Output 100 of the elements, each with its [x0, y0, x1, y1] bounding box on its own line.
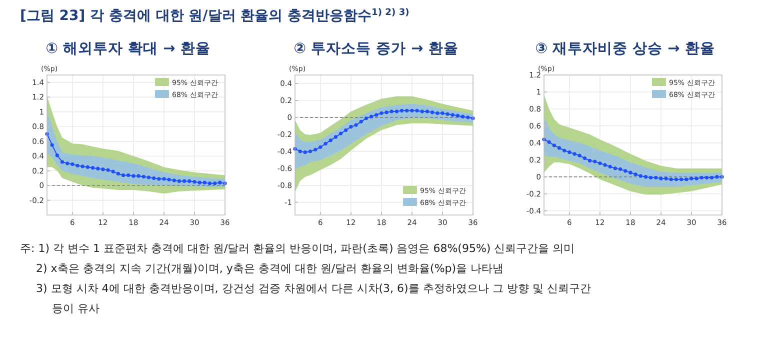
point — [634, 172, 638, 176]
point — [314, 148, 318, 152]
point — [364, 116, 368, 120]
point — [106, 168, 110, 172]
point — [603, 163, 607, 167]
point — [664, 176, 668, 180]
point — [208, 182, 212, 186]
point — [167, 178, 171, 182]
point — [562, 148, 566, 152]
point — [690, 176, 694, 180]
point — [374, 113, 378, 117]
text: 주: 1) 각 변수 1 표준편차 충격에 대한 원/달러 환율의 반응이며, 파란(초록) 음영은 68%(95%) 신뢰구간을 의미 — [20, 242, 575, 255]
point — [572, 152, 576, 156]
point — [700, 176, 704, 180]
point — [450, 113, 454, 117]
point — [86, 165, 90, 169]
point — [394, 110, 399, 114]
point — [613, 166, 617, 170]
point — [456, 114, 460, 118]
point — [618, 167, 622, 171]
point — [624, 169, 628, 173]
point — [70, 162, 74, 166]
point — [704, 176, 709, 180]
point — [218, 180, 222, 184]
point — [649, 176, 653, 180]
point — [557, 146, 562, 150]
point — [628, 170, 632, 174]
point — [436, 111, 440, 115]
chart-title: ③ 재투자비중 상승 → 환율 — [535, 41, 715, 57]
point — [380, 111, 384, 115]
point — [116, 172, 120, 176]
point — [132, 174, 136, 178]
point — [425, 110, 430, 114]
point — [654, 176, 658, 180]
point — [111, 170, 115, 174]
point — [390, 110, 394, 114]
point — [101, 168, 105, 172]
point — [146, 176, 151, 180]
point — [598, 161, 602, 166]
point — [60, 160, 64, 164]
point — [324, 142, 328, 146]
point — [674, 178, 678, 182]
point — [328, 138, 332, 142]
point — [177, 179, 182, 183]
point — [568, 150, 572, 154]
point — [578, 154, 582, 158]
point — [440, 111, 444, 115]
point — [334, 135, 338, 139]
point — [80, 164, 84, 168]
point — [162, 177, 166, 181]
point — [593, 160, 597, 164]
text: [그림 23] 각 충격에 대한 원/달러 환율의 충격반응함수$^{1) 2) 3)}$ — [20, 8, 410, 24]
point — [715, 175, 719, 179]
point — [669, 178, 673, 182]
point — [461, 114, 465, 118]
point — [338, 132, 343, 136]
point — [126, 173, 130, 178]
point — [172, 178, 176, 182]
point — [76, 164, 80, 168]
point — [192, 180, 196, 184]
point — [157, 177, 161, 181]
point — [430, 110, 434, 114]
point — [182, 179, 186, 183]
point — [608, 164, 612, 168]
point — [552, 144, 556, 148]
point — [96, 166, 100, 170]
point — [66, 162, 70, 166]
point — [588, 158, 592, 162]
point — [684, 178, 688, 182]
point — [142, 174, 146, 178]
point — [400, 108, 404, 112]
point — [344, 128, 348, 132]
chart-title: ② 투자소득 증가 → 환율 — [294, 41, 458, 57]
point — [349, 124, 353, 129]
point — [308, 150, 312, 154]
point — [405, 108, 409, 112]
point — [659, 176, 663, 180]
point — [680, 178, 684, 182]
text: 3) 모형 시차 4에 대한 충격반응이며, 강건성 검증 차원에서 다른 시차(3, 6)를 추정하였으나 그 방향 및 신뢰구간 등이 유사 — [36, 282, 591, 315]
point — [354, 123, 358, 127]
point — [188, 179, 192, 183]
point — [369, 114, 374, 118]
point — [50, 143, 54, 147]
point — [359, 120, 363, 124]
point — [384, 110, 388, 114]
point — [303, 150, 307, 154]
point — [318, 145, 322, 149]
point — [202, 180, 206, 184]
point — [547, 140, 551, 144]
point — [582, 156, 586, 160]
point — [90, 166, 95, 170]
point — [136, 174, 140, 178]
point — [121, 173, 126, 178]
point — [644, 175, 648, 179]
text: 2) x축은 충격의 지속 기간(개월)이며, y축은 충격에 대한 원/달러 환율의 변화율(%p)을 나타냄 — [36, 262, 504, 275]
point — [55, 154, 59, 158]
point — [198, 180, 202, 184]
point — [298, 150, 302, 154]
point — [410, 108, 414, 112]
point — [446, 112, 450, 116]
